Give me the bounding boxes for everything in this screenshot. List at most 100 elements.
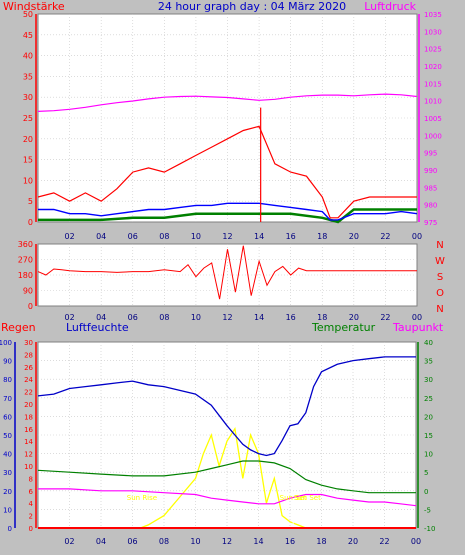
rain-tick-30: 30 [24, 339, 33, 347]
x-tick-label-22: 22 [380, 313, 390, 322]
humidity-tick-60: 60 [3, 413, 12, 421]
wind-tick-40: 40 [23, 52, 33, 61]
wind-tick-15: 15 [23, 156, 33, 165]
legend-dewpoint: Taupunkt [392, 321, 444, 334]
rain-tick-4: 4 [29, 500, 34, 508]
compass-label-O: O [436, 288, 444, 299]
humidity-tick-80: 80 [3, 376, 12, 384]
pressure-tick-995: 995 [424, 150, 437, 158]
legend-humidity: Luftfeuchte [66, 321, 129, 334]
series-dewpoint [38, 488, 417, 507]
x-tick-label-22: 22 [379, 537, 389, 546]
x-tick-label-14: 14 [254, 232, 264, 241]
direction-tick-360: 360 [18, 240, 33, 249]
humidity-tick-70: 70 [3, 395, 12, 403]
rain-tick-14: 14 [24, 438, 33, 446]
wind-tick-30: 30 [23, 93, 33, 102]
x-tick-label-04: 04 [96, 232, 106, 241]
x-tick-label-08: 08 [159, 313, 169, 322]
rain-tick-12: 12 [24, 451, 33, 459]
pressure-tick-1000: 1000 [424, 132, 442, 140]
wind-tick-25: 25 [23, 114, 33, 123]
x-tick-label-02: 02 [64, 537, 74, 546]
pressure-axis-title: Luftdruck [364, 0, 416, 13]
x-tick-label-12: 12 [222, 313, 232, 322]
wind-tick-10: 10 [23, 176, 33, 185]
compass-label-N: N [436, 304, 443, 315]
x-tick-label-00: 00 [412, 232, 422, 241]
temperature-tick-20: 20 [424, 413, 433, 421]
series-pressure [37, 93, 418, 112]
wind-tick-50: 50 [23, 10, 33, 19]
rain-tick-28: 28 [24, 351, 33, 359]
rain-tick-16: 16 [24, 426, 33, 434]
temperature-tick-35: 35 [424, 358, 433, 366]
direction-tick-90: 90 [23, 287, 33, 296]
series-direction [37, 245, 417, 300]
wind-axis-title: Windstärke [3, 0, 65, 13]
pressure-tick-990: 990 [424, 167, 437, 175]
x-tick-label-02: 02 [64, 232, 74, 241]
x-tick-label-22: 22 [380, 232, 390, 241]
x-tick-label-16: 16 [285, 537, 295, 546]
series-solar [38, 427, 416, 529]
x-tick-label-16: 16 [286, 232, 296, 241]
x-tick-label-10: 10 [190, 537, 200, 546]
wind-tick-35: 35 [23, 72, 33, 81]
rain-tick-2: 2 [29, 513, 33, 521]
rain-tick-26: 26 [24, 364, 33, 372]
wind-tick-20: 20 [23, 135, 33, 144]
pressure-tick-1015: 1015 [424, 80, 442, 88]
annotation-1: Sun Set [280, 494, 307, 502]
series-wind-green [38, 208, 417, 224]
series-gust [37, 125, 417, 219]
compass-label-S: S [437, 272, 443, 283]
legend-temperature: Temperatur [311, 321, 376, 334]
x-tick-label-18: 18 [317, 313, 327, 322]
x-tick-label-06: 06 [128, 313, 138, 322]
rain-tick-18: 18 [24, 413, 33, 421]
graph-title: 24 hour graph day : 04 März 2020 [158, 0, 346, 13]
temperature-tick--10: -10 [424, 525, 435, 533]
pressure-tick-975: 975 [424, 219, 437, 227]
x-tick-label-08: 08 [159, 537, 169, 546]
x-tick-label-00: 00 [412, 313, 422, 322]
x-tick-label-16: 16 [286, 313, 296, 322]
x-tick-label-20: 20 [349, 232, 359, 241]
pressure-tick-1020: 1020 [424, 63, 442, 71]
pressure-tick-1010: 1010 [424, 98, 442, 106]
temperature-tick--5: -5 [424, 506, 431, 514]
x-tick-label-02: 02 [64, 313, 74, 322]
temperature-tick-10: 10 [424, 451, 433, 459]
humidity-tick-20: 20 [3, 488, 12, 496]
wind-tick-5: 5 [28, 197, 33, 206]
x-tick-label-14: 14 [253, 537, 263, 546]
legend-rain: Regen [1, 321, 36, 334]
x-tick-label-14: 14 [254, 313, 264, 322]
direction-tick-0: 0 [28, 302, 33, 311]
x-tick-label-10: 10 [191, 313, 201, 322]
pressure-tick-980: 980 [424, 202, 437, 210]
direction-tick-270: 270 [18, 256, 33, 265]
x-tick-label-04: 04 [96, 313, 106, 322]
temperature-tick-15: 15 [424, 432, 433, 440]
temperature-tick-30: 30 [424, 376, 433, 384]
rain-tick-10: 10 [24, 463, 33, 471]
humidity-tick-0: 0 [8, 525, 12, 533]
temperature-tick-5: 5 [424, 469, 428, 477]
pressure-tick-985: 985 [424, 184, 437, 192]
x-tick-label-06: 06 [128, 232, 138, 241]
series-temperature [37, 460, 416, 494]
x-tick-label-18: 18 [316, 537, 326, 546]
x-tick-label-12: 12 [222, 232, 232, 241]
humidity-tick-10: 10 [3, 506, 12, 514]
wind-tick-0: 0 [28, 218, 33, 227]
rain-tick-8: 8 [29, 475, 33, 483]
humidity-tick-50: 50 [3, 432, 12, 440]
x-tick-label-08: 08 [159, 232, 169, 241]
series-avg-wind [38, 202, 418, 221]
x-tick-label-12: 12 [222, 537, 232, 546]
series-humidity [37, 356, 416, 457]
